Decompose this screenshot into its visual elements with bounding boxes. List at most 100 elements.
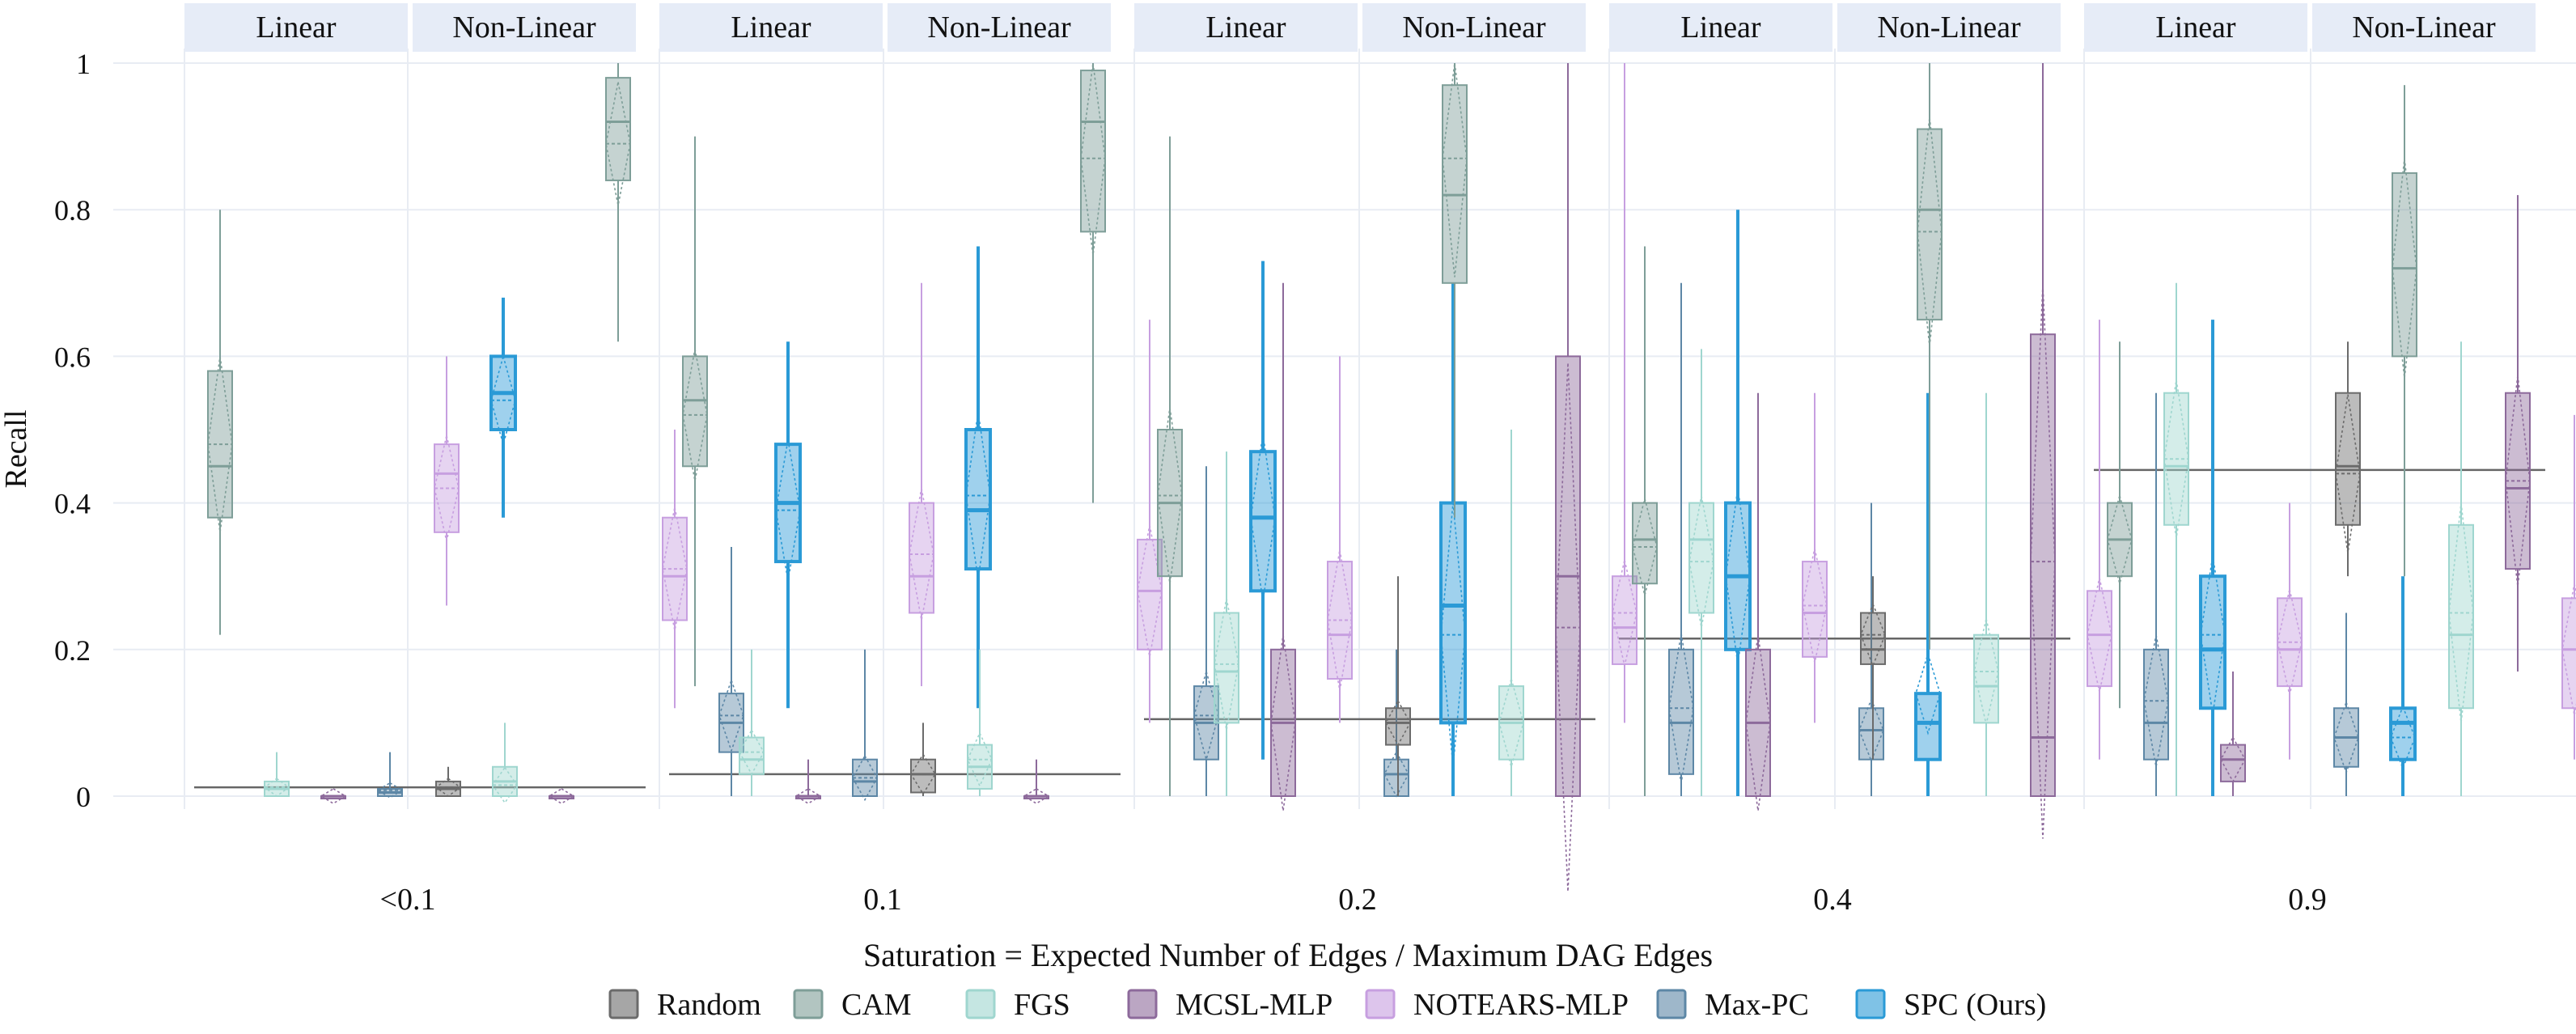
box-random[interactable] (1860, 576, 1886, 760)
box-spc-ours-[interactable] (489, 297, 517, 518)
box-fgs[interactable] (967, 649, 993, 796)
box-sd-diamond (2277, 589, 2303, 696)
box-spc-ours-[interactable] (964, 246, 992, 709)
box-fgs[interactable] (492, 723, 518, 804)
box-fgs[interactable] (1498, 430, 1524, 796)
box-max-pc[interactable] (2333, 612, 2359, 797)
box-mcsl-mlp[interactable] (2505, 195, 2531, 672)
box-fgs[interactable] (2163, 282, 2189, 796)
box-cam[interactable] (682, 136, 708, 687)
box-cam[interactable] (1632, 246, 1658, 797)
box-sd-diamond (2448, 502, 2474, 723)
box-iqr (1439, 501, 1467, 725)
box-sd-diamond (1917, 117, 1943, 346)
legend-item-notears-mlp[interactable]: NOTEARS-MLP (1365, 988, 1629, 1022)
box-cam[interactable] (1917, 63, 1943, 650)
box-cam[interactable] (2392, 85, 2417, 577)
legend-item-spc-ours-[interactable]: SPC (Ours) (1855, 988, 2046, 1022)
box-fgs[interactable] (1688, 349, 1714, 796)
box-fgs[interactable] (1214, 451, 1239, 796)
box-random[interactable] (1385, 576, 1411, 796)
box-notears-mlp[interactable] (662, 430, 688, 709)
box-sd-diamond (1612, 560, 1638, 666)
box-max-pc[interactable] (2143, 392, 2169, 796)
facet-strip-label: Non-Linear (452, 11, 596, 44)
box-iqr (1688, 502, 1714, 614)
box-cam[interactable] (605, 63, 631, 342)
legend-item-fgs[interactable]: FGS (965, 988, 1070, 1022)
box-sd-diamond (434, 778, 462, 797)
box-mcsl-mlp[interactable] (2220, 671, 2246, 796)
box-cam[interactable] (2107, 341, 2133, 709)
facet-strip-linear (659, 3, 883, 52)
legend[interactable]: Random CAM FGS MCSL-MLP NOTEARS-MLP Max-PC SPC… (608, 988, 2046, 1022)
box-notears-mlp[interactable] (2277, 502, 2303, 760)
box-cam[interactable] (1442, 62, 1468, 518)
facet-strip-label: Linear (731, 11, 811, 44)
box-mcsl-mlp[interactable] (1745, 392, 1771, 812)
box-notears-mlp[interactable] (1802, 392, 1828, 723)
legend-item-cam[interactable]: CAM (793, 988, 912, 1022)
box-fgs[interactable] (739, 649, 765, 796)
box-spc-ours-[interactable] (1724, 210, 1752, 796)
box-notears-mlp[interactable] (2561, 414, 2576, 760)
facet-strip-linear (1609, 3, 1832, 52)
box-mcsl-mlp[interactable] (1270, 282, 1296, 812)
box-spc-ours-[interactable] (1914, 392, 1942, 796)
facet-strip-label: Linear (1205, 11, 1286, 44)
legend-item-mcsl-mlp[interactable]: MCSL-MLP (1127, 988, 1332, 1022)
box-mcsl-mlp[interactable] (548, 788, 575, 804)
box-notears-mlp[interactable] (434, 356, 460, 606)
legend-item-max-pc[interactable]: Max-PC (1656, 988, 1809, 1022)
box-mcsl-mlp[interactable] (2030, 63, 2056, 839)
box-iqr (2030, 333, 2056, 798)
box-cam[interactable] (207, 210, 233, 635)
box-sd-diamond (682, 349, 708, 481)
box-notears-mlp[interactable] (1612, 63, 1638, 723)
box-fgs[interactable] (263, 752, 290, 798)
y-tick-label: 0.6 (54, 341, 91, 373)
box-cam[interactable] (1080, 62, 1106, 503)
box-max-pc[interactable] (852, 649, 878, 802)
box-mcsl-mlp[interactable] (320, 788, 347, 804)
box-spc-ours-[interactable] (2389, 576, 2417, 796)
box-notears-mlp[interactable] (2087, 320, 2112, 760)
legend-swatch (1365, 989, 1396, 1019)
facet-strip-linear (1134, 3, 1358, 52)
box-iqr (1858, 707, 1884, 761)
box-random[interactable] (910, 723, 936, 796)
box-sd-diamond (1973, 618, 1999, 725)
facet-strip-linear (184, 3, 408, 52)
box-spc-ours-[interactable] (2199, 320, 2226, 796)
box-max-pc[interactable] (376, 752, 404, 799)
facet-strip-nonlinear (2312, 3, 2536, 52)
box-max-pc[interactable] (1668, 282, 1694, 796)
box-mcsl-mlp[interactable] (1023, 759, 1050, 804)
box-mcsl-mlp[interactable] (794, 759, 822, 804)
box-spc-ours-[interactable] (1439, 282, 1467, 796)
box-sd-diamond (1383, 750, 1409, 798)
box-fgs[interactable] (1973, 392, 1999, 796)
facet-strips: Linear Non-Linear Linear Non-Linear Linear No… (184, 3, 2536, 52)
box-mcsl-mlp[interactable] (1555, 63, 1581, 892)
box-max-pc[interactable] (1858, 502, 1884, 796)
box-sd-diamond (739, 728, 765, 776)
box-notears-mlp[interactable] (909, 282, 934, 687)
box-fgs[interactable] (2448, 341, 2474, 796)
legend-swatch (608, 989, 639, 1019)
box-spc-ours-[interactable] (774, 341, 802, 709)
box-notears-mlp[interactable] (1327, 356, 1353, 723)
legend-item-random[interactable]: Random (608, 988, 761, 1022)
legend-swatch (793, 989, 824, 1019)
box-sd-diamond (2333, 700, 2359, 775)
box-random[interactable] (2335, 341, 2361, 577)
box-sd-diamond (1555, 363, 1581, 892)
box-spc-ours-[interactable] (1249, 261, 1277, 760)
box-sd-diamond (2220, 735, 2246, 783)
box-random[interactable] (434, 766, 462, 798)
box-sd-diamond (1270, 634, 1296, 812)
box-cam[interactable] (1157, 136, 1183, 796)
box-sd-diamond (1157, 407, 1183, 584)
y-tick-label: 0 (76, 781, 91, 813)
